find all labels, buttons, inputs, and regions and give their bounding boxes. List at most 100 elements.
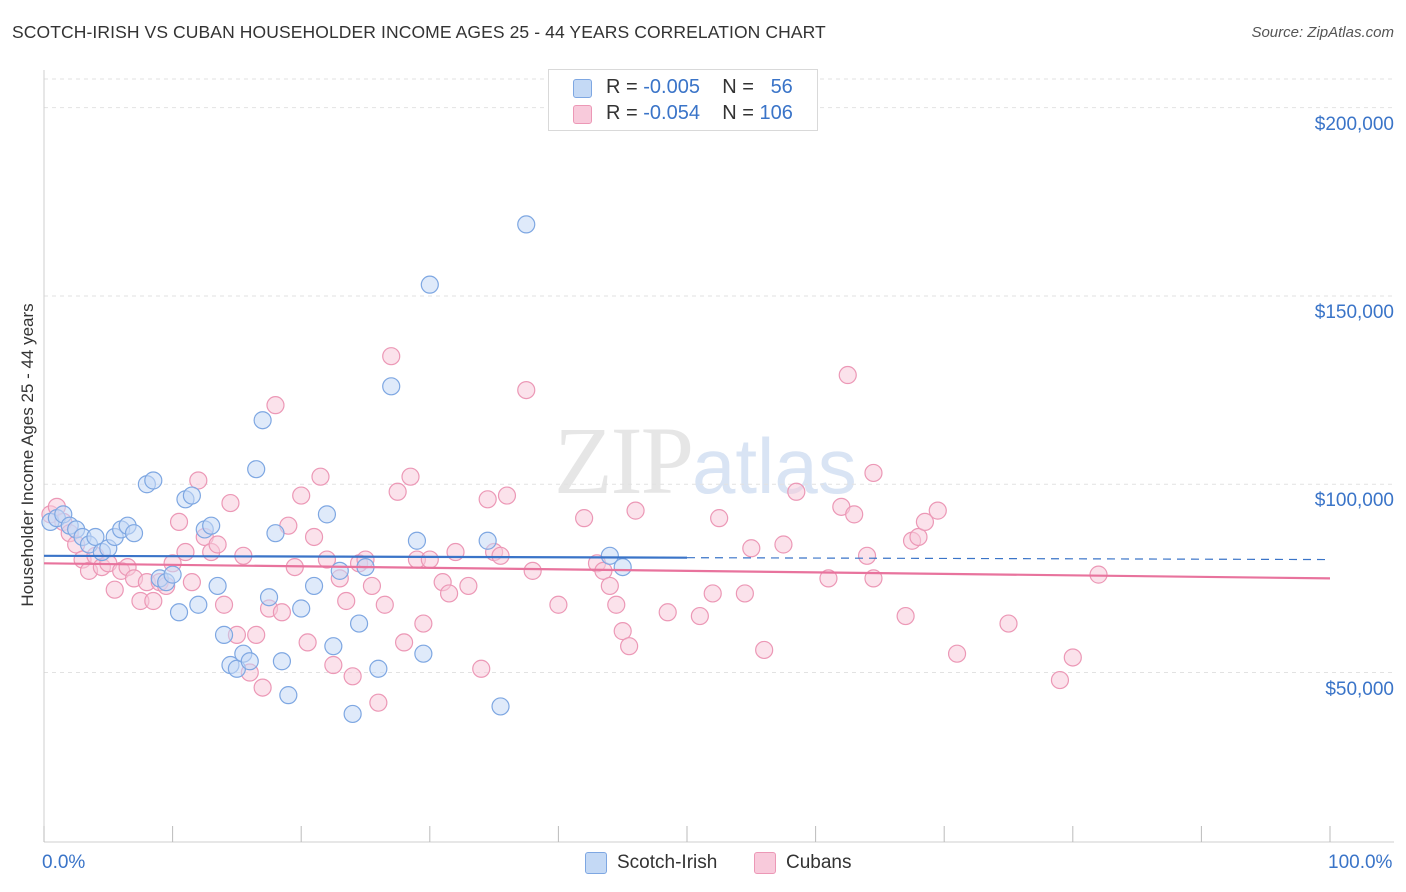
cubans-point[interactable] <box>266 396 285 415</box>
scotch-irish-point[interactable] <box>420 275 439 294</box>
cubans-point[interactable] <box>189 471 208 490</box>
cubans-point[interactable] <box>304 527 324 547</box>
cubans-point[interactable] <box>362 576 382 596</box>
cubans-point[interactable] <box>915 512 935 532</box>
cubans-point[interactable] <box>549 595 568 614</box>
cubans-point[interactable] <box>182 573 201 592</box>
scotch-irish-point[interactable] <box>163 565 182 584</box>
cubans-point[interactable] <box>382 347 401 366</box>
cubans-point[interactable] <box>787 482 806 501</box>
cubans-point[interactable] <box>607 595 626 614</box>
cubans-point[interactable] <box>420 550 439 569</box>
cubans-point[interactable] <box>369 693 388 712</box>
cubans-point[interactable] <box>864 463 883 483</box>
cubans-point[interactable] <box>517 380 536 400</box>
scotch-irish-point[interactable] <box>343 704 362 724</box>
cubans-point[interactable] <box>600 576 619 596</box>
cubans-point[interactable] <box>755 640 774 660</box>
cubans-point[interactable] <box>703 584 722 603</box>
cubans-point[interactable] <box>439 584 459 603</box>
cubans-point[interactable] <box>845 505 864 524</box>
scotch-irish-point[interactable] <box>202 516 221 535</box>
cubans-point[interactable] <box>317 550 337 569</box>
cubans-point[interactable] <box>298 633 317 652</box>
scotch-irish-point[interactable] <box>407 531 427 550</box>
cubans-point[interactable] <box>523 561 542 580</box>
cubans-point[interactable] <box>491 546 510 565</box>
scotch-irish-point[interactable] <box>330 561 349 580</box>
cubans-point[interactable] <box>401 467 420 486</box>
cubans-point[interactable] <box>292 486 311 505</box>
cubans-point[interactable] <box>626 501 645 520</box>
scotch-irish-point[interactable] <box>214 625 234 644</box>
cubans-point[interactable] <box>169 512 189 532</box>
scotch-irish-point[interactable] <box>324 637 343 656</box>
scotch-irish-point[interactable] <box>259 588 279 607</box>
scotch-irish-point[interactable] <box>182 486 201 505</box>
cubans-point[interactable] <box>658 603 677 622</box>
cubans-point[interactable] <box>857 546 877 565</box>
scotch-irish-point[interactable] <box>272 652 292 671</box>
cubans-point[interactable] <box>909 527 928 547</box>
cubans-point[interactable] <box>819 569 838 588</box>
scotch-irish-point[interactable] <box>382 377 401 396</box>
scotch-irish-point[interactable] <box>317 505 337 524</box>
scotch-irish-point[interactable] <box>304 576 324 596</box>
cubans-point[interactable] <box>324 655 343 675</box>
cubans-point[interactable] <box>575 509 594 528</box>
cubans-point[interactable] <box>774 535 793 554</box>
scotch-irish-point[interactable] <box>292 599 311 618</box>
cubans-point[interactable] <box>105 580 124 599</box>
cubans-point[interactable] <box>375 595 394 614</box>
cubans-point[interactable] <box>253 678 272 697</box>
cubans-point[interactable] <box>742 539 761 558</box>
scotch-irish-point[interactable] <box>613 557 632 577</box>
scotch-irish-point[interactable] <box>266 524 285 543</box>
cubans-point[interactable] <box>176 542 195 562</box>
cubans-point[interactable] <box>497 486 517 505</box>
scotch-irish-point[interactable] <box>124 524 144 543</box>
cubans-point[interactable] <box>472 659 491 678</box>
scotch-irish-point[interactable] <box>86 527 105 547</box>
scotch-irish-point[interactable] <box>189 595 208 614</box>
cubans-point[interactable] <box>896 606 915 626</box>
scotch-irish-point[interactable] <box>240 652 259 671</box>
cubans-point[interactable] <box>459 576 478 596</box>
cubans-point[interactable] <box>710 509 729 528</box>
cubans-point[interactable] <box>928 501 947 520</box>
scotch-irish-point[interactable] <box>247 460 266 479</box>
scotch-irish-point[interactable] <box>169 603 189 622</box>
scotch-irish-point[interactable] <box>253 411 272 430</box>
scotch-irish-point[interactable] <box>144 471 163 490</box>
cubans-point[interactable] <box>620 637 639 656</box>
scotch-irish-point[interactable] <box>369 659 388 678</box>
cubans-point[interactable] <box>947 644 967 663</box>
scotch-irish-point[interactable] <box>517 215 536 234</box>
cubans-point[interactable] <box>613 622 632 641</box>
scotch-irish-point[interactable] <box>208 576 227 596</box>
scotch-irish-point[interactable] <box>491 697 510 716</box>
scotch-irish-point[interactable] <box>349 614 369 633</box>
cubans-point[interactable] <box>478 490 497 509</box>
cubans-point[interactable] <box>343 667 362 686</box>
cubans-point[interactable] <box>735 584 754 603</box>
cubans-point[interactable] <box>394 633 414 652</box>
cubans-point[interactable] <box>144 591 163 611</box>
cubans-point[interactable] <box>208 535 227 554</box>
cubans-point[interactable] <box>272 603 292 622</box>
cubans-point[interactable] <box>414 614 433 633</box>
scotch-irish-point[interactable] <box>414 644 433 663</box>
cubans-point[interactable] <box>1050 670 1070 690</box>
cubans-point[interactable] <box>999 614 1018 633</box>
cubans-point[interactable] <box>838 365 857 385</box>
scotch-irish-point[interactable] <box>600 546 619 565</box>
cubans-point[interactable] <box>337 591 356 611</box>
cubans-point[interactable] <box>247 625 266 644</box>
cubans-point[interactable] <box>388 482 407 501</box>
cubans-point[interactable] <box>221 493 240 513</box>
cubans-point[interactable] <box>214 595 234 614</box>
scotch-irish-point[interactable] <box>478 531 497 550</box>
cubans-point[interactable] <box>311 467 330 486</box>
scotch-irish-point[interactable] <box>279 686 298 705</box>
cubans-point[interactable] <box>690 606 709 626</box>
